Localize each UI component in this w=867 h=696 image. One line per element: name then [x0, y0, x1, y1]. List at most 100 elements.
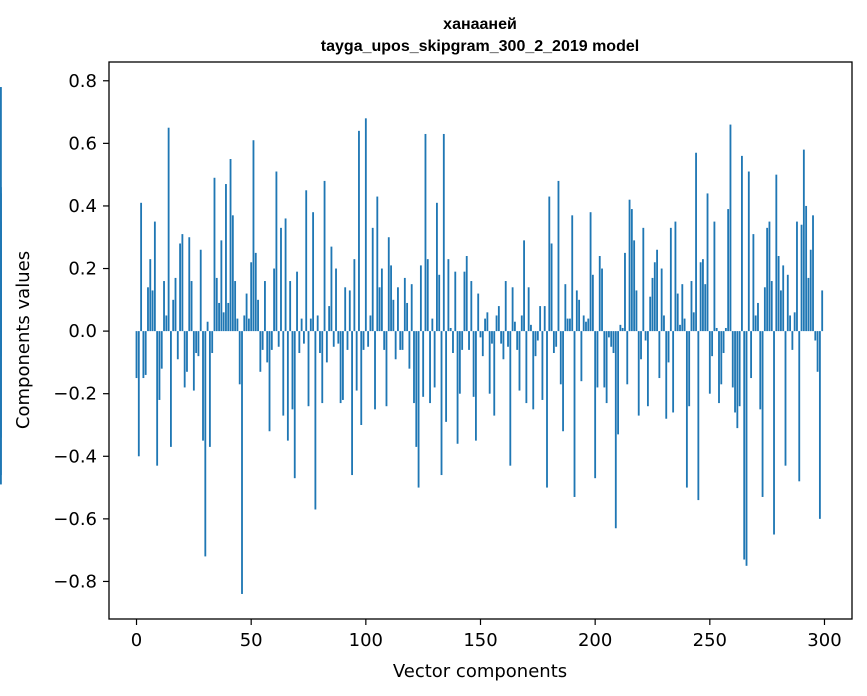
bar: [754, 315, 757, 332]
bar: [475, 331, 477, 441]
bar: [578, 299, 581, 332]
bar: [319, 331, 321, 354]
bar: [174, 277, 177, 332]
bar: [642, 227, 645, 332]
bar: [325, 331, 328, 363]
y-axis-ticks: −0.8 −0.6 −0.4 −0.2 0.0 0.2 0.4 0.6 0.8: [53, 71, 109, 592]
bar: [665, 331, 668, 419]
bar: [816, 331, 819, 372]
bar: [587, 318, 590, 332]
bar: [321, 331, 324, 404]
bar: [181, 234, 184, 332]
bar: [156, 331, 159, 466]
bar: [495, 315, 498, 332]
bar: [211, 331, 214, 354]
bar: [651, 277, 654, 332]
bar: [555, 331, 558, 347]
bar: [516, 331, 519, 350]
bar: [541, 331, 544, 400]
bar: [403, 277, 406, 332]
bar: [254, 252, 257, 332]
bar: [170, 331, 172, 447]
bar: [445, 331, 448, 422]
bar: [470, 281, 473, 332]
bar: [520, 315, 523, 332]
bar: [447, 259, 450, 332]
bar: [791, 331, 794, 350]
bar: [199, 249, 202, 332]
bar: [658, 331, 661, 379]
bar: [383, 331, 386, 350]
chart-subtitle: tayga_upos_skipgram_300_2_2019 model: [321, 38, 639, 55]
bar: [612, 331, 615, 354]
bar: [692, 312, 695, 332]
bar-series: [0, 87, 824, 594]
bar: [690, 281, 693, 332]
bar: [605, 331, 608, 404]
bar: [653, 262, 656, 332]
bar: [380, 268, 383, 332]
bar: [426, 259, 429, 332]
bar: [394, 331, 397, 360]
bar: [165, 315, 168, 332]
bar: [399, 331, 402, 350]
bar: [163, 281, 165, 332]
bar: [500, 331, 503, 344]
bar: [387, 237, 390, 332]
bar: [640, 331, 642, 360]
bar: [286, 331, 289, 441]
bar: [229, 159, 232, 332]
bar: [614, 331, 617, 529]
bar: [197, 331, 200, 357]
bar: [149, 259, 152, 332]
bar: [261, 331, 264, 350]
bar: [213, 177, 216, 332]
bar: [208, 331, 211, 447]
bar: [280, 227, 282, 332]
bar: [362, 331, 365, 350]
bar: [236, 318, 239, 332]
bar: [798, 331, 801, 482]
bar: [646, 331, 649, 407]
bar: [750, 331, 753, 379]
bar: [273, 268, 276, 332]
bar: [534, 331, 537, 357]
bar: [736, 331, 739, 429]
bar: [231, 215, 234, 332]
bar: [429, 331, 431, 404]
bar: [401, 331, 404, 350]
bar: [367, 331, 370, 347]
bar: [497, 306, 500, 332]
bar: [312, 212, 315, 332]
bar: [250, 262, 253, 332]
bar: [436, 202, 438, 332]
bar: [720, 331, 723, 385]
bar: [621, 327, 624, 332]
bar: [179, 243, 181, 332]
bar: [768, 221, 771, 332]
bar: [777, 256, 780, 332]
y-tick-label: −0.2: [53, 384, 97, 405]
bar: [337, 331, 340, 344]
bar: [704, 284, 707, 332]
bar: [135, 331, 138, 379]
bar: [291, 331, 294, 410]
bar: [727, 209, 730, 332]
bar: [610, 331, 613, 347]
bar: [715, 327, 718, 332]
y-tick-label: 0.4: [68, 196, 97, 217]
bar: [649, 296, 652, 332]
bar: [818, 331, 821, 519]
bar: [477, 293, 480, 332]
bar: [504, 281, 507, 332]
bar: [341, 331, 344, 400]
bar: [351, 331, 353, 476]
bar: [463, 271, 466, 332]
bar: [259, 331, 262, 372]
bar: [410, 284, 413, 332]
bar: [569, 318, 571, 332]
bar: [339, 331, 342, 404]
bar: [472, 331, 475, 397]
bar: [376, 196, 379, 332]
